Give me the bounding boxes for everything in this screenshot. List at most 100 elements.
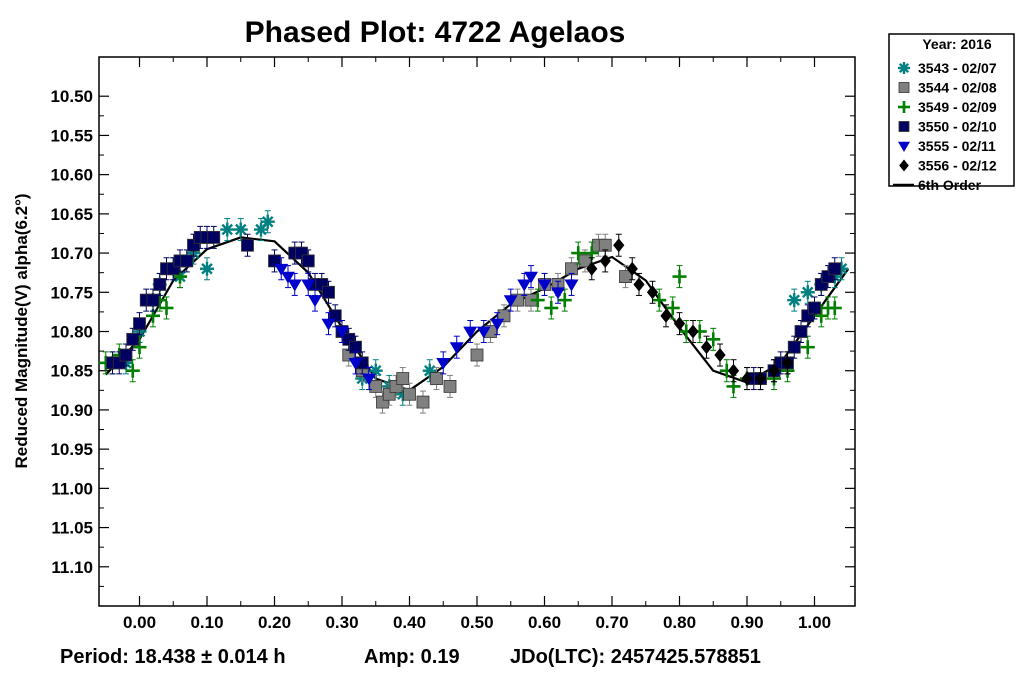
- y-tick-label: 10.50: [50, 87, 93, 106]
- data-point: [571, 246, 586, 261]
- x-tick-label: 0.20: [258, 613, 291, 632]
- data-point: [463, 326, 478, 339]
- legend-frame: [888, 33, 1015, 187]
- y-tick-label: 10.60: [50, 166, 93, 185]
- data-point: [274, 263, 289, 276]
- legend-entry-label: 3550 - 02/10: [918, 119, 997, 135]
- data-point: [362, 373, 376, 386]
- data-point: [814, 308, 829, 323]
- data-point: [301, 279, 316, 292]
- data-point: [787, 340, 801, 354]
- data-point: [768, 363, 780, 378]
- x-tick-label: 0.40: [393, 613, 426, 632]
- asterisk-stroke: [424, 364, 436, 377]
- data-point: [503, 295, 518, 308]
- data-point: [781, 355, 794, 370]
- y-axis-label: Reduced Magnitude(V) alpha(6.2°): [12, 193, 31, 468]
- data-point: [687, 324, 699, 339]
- legend-entry-label: 3556 - 02/12: [918, 158, 997, 174]
- y-tick-label: 11.00: [51, 479, 93, 498]
- data-point: [613, 238, 625, 253]
- data-point: [180, 254, 194, 268]
- data-point: [490, 318, 505, 331]
- data-point: [800, 340, 815, 355]
- y-tick-label: 10.75: [50, 283, 93, 302]
- y-tick-label: 10.90: [50, 401, 93, 420]
- data-point: [665, 300, 680, 315]
- data-point: [652, 293, 667, 308]
- data-point: [403, 387, 416, 401]
- data-point: [741, 371, 753, 386]
- data-point: [633, 277, 645, 292]
- legend-entry-label: 3543 - 02/07: [918, 60, 997, 76]
- asterisk-stroke: [201, 263, 213, 275]
- amplitude-text: Amp: 0.19: [364, 646, 460, 668]
- data-point: [537, 279, 552, 292]
- asterisk-stroke: [788, 294, 800, 306]
- data-point: [126, 332, 140, 346]
- data-point: [530, 293, 545, 308]
- data-point: [443, 379, 457, 393]
- jdo-text: JDo(LTC): 2457425.578851: [510, 646, 761, 668]
- data-point: [827, 300, 842, 315]
- y-tick-label: 10.65: [50, 205, 93, 224]
- data-point: [369, 379, 383, 393]
- legend-entry-label: 6th Order: [918, 177, 982, 193]
- period-text: Period: 18.438 ± 0.014 h: [60, 646, 286, 668]
- x-tick-label: 0.60: [528, 613, 561, 632]
- legend-marker: [899, 159, 909, 172]
- data-point: [714, 348, 726, 363]
- data-point: [787, 293, 802, 308]
- data-point: [828, 262, 842, 276]
- data-point: [159, 300, 174, 315]
- data-point: [416, 395, 430, 409]
- data-point: [517, 279, 532, 292]
- y-tick-label: 10.85: [50, 362, 93, 381]
- data-point: [564, 279, 579, 292]
- legend: Year: 2016 3543 - 02/07 3544 - 02/08 3549 …: [888, 33, 1015, 193]
- data-point: [233, 222, 248, 237]
- data-point: [727, 363, 740, 378]
- axes: 0.00 0.10 0.20 0.30 0.40 0.50 0.60 0.70 0.80 0.90…: [50, 57, 855, 632]
- y-tick-label: 10.70: [50, 244, 93, 263]
- data-point: [599, 253, 611, 268]
- data-point: [322, 285, 335, 299]
- data-point: [146, 293, 160, 307]
- data-point: [119, 348, 133, 362]
- x-tick-label: 0.70: [595, 613, 628, 632]
- chart-title: Phased Plot: 4722 Agelaos: [245, 16, 626, 49]
- asterisk-stroke: [802, 286, 814, 299]
- data-point: [700, 340, 713, 355]
- legend-title: Year: 2016: [922, 36, 991, 52]
- legend-marker: [898, 101, 910, 113]
- data-point: [672, 269, 687, 284]
- data-point: [673, 316, 686, 331]
- fit-curve-layer: [105, 236, 850, 392]
- data-point: [287, 279, 302, 292]
- asterisk-stroke: [262, 215, 274, 228]
- asterisk-stroke: [898, 62, 910, 74]
- fit-curve: [105, 236, 850, 392]
- data-points-layer: [98, 210, 849, 414]
- data-point: [430, 372, 443, 385]
- data-point: [557, 293, 572, 308]
- y-tick-label: 10.80: [50, 323, 93, 342]
- data-point: [207, 230, 221, 244]
- y-tick-label: 10.95: [50, 440, 93, 459]
- data-point: [281, 271, 295, 284]
- data-point: [808, 301, 821, 315]
- data-point: [348, 357, 363, 370]
- y-tick-label: 11.10: [51, 558, 93, 577]
- data-point: [436, 357, 451, 370]
- data-point: [794, 325, 808, 338]
- data-point: [301, 254, 315, 268]
- data-point: [476, 326, 491, 339]
- data-point: [308, 295, 322, 308]
- legend-entry-label: 3549 - 02/09: [918, 99, 997, 115]
- legend-entry-label: 3544 - 02/08: [918, 80, 997, 96]
- data-point: [449, 342, 464, 355]
- legend-marker: [898, 141, 910, 152]
- data-point: [626, 261, 638, 276]
- x-tick-label: 1.00: [798, 613, 831, 632]
- data-point: [544, 300, 559, 315]
